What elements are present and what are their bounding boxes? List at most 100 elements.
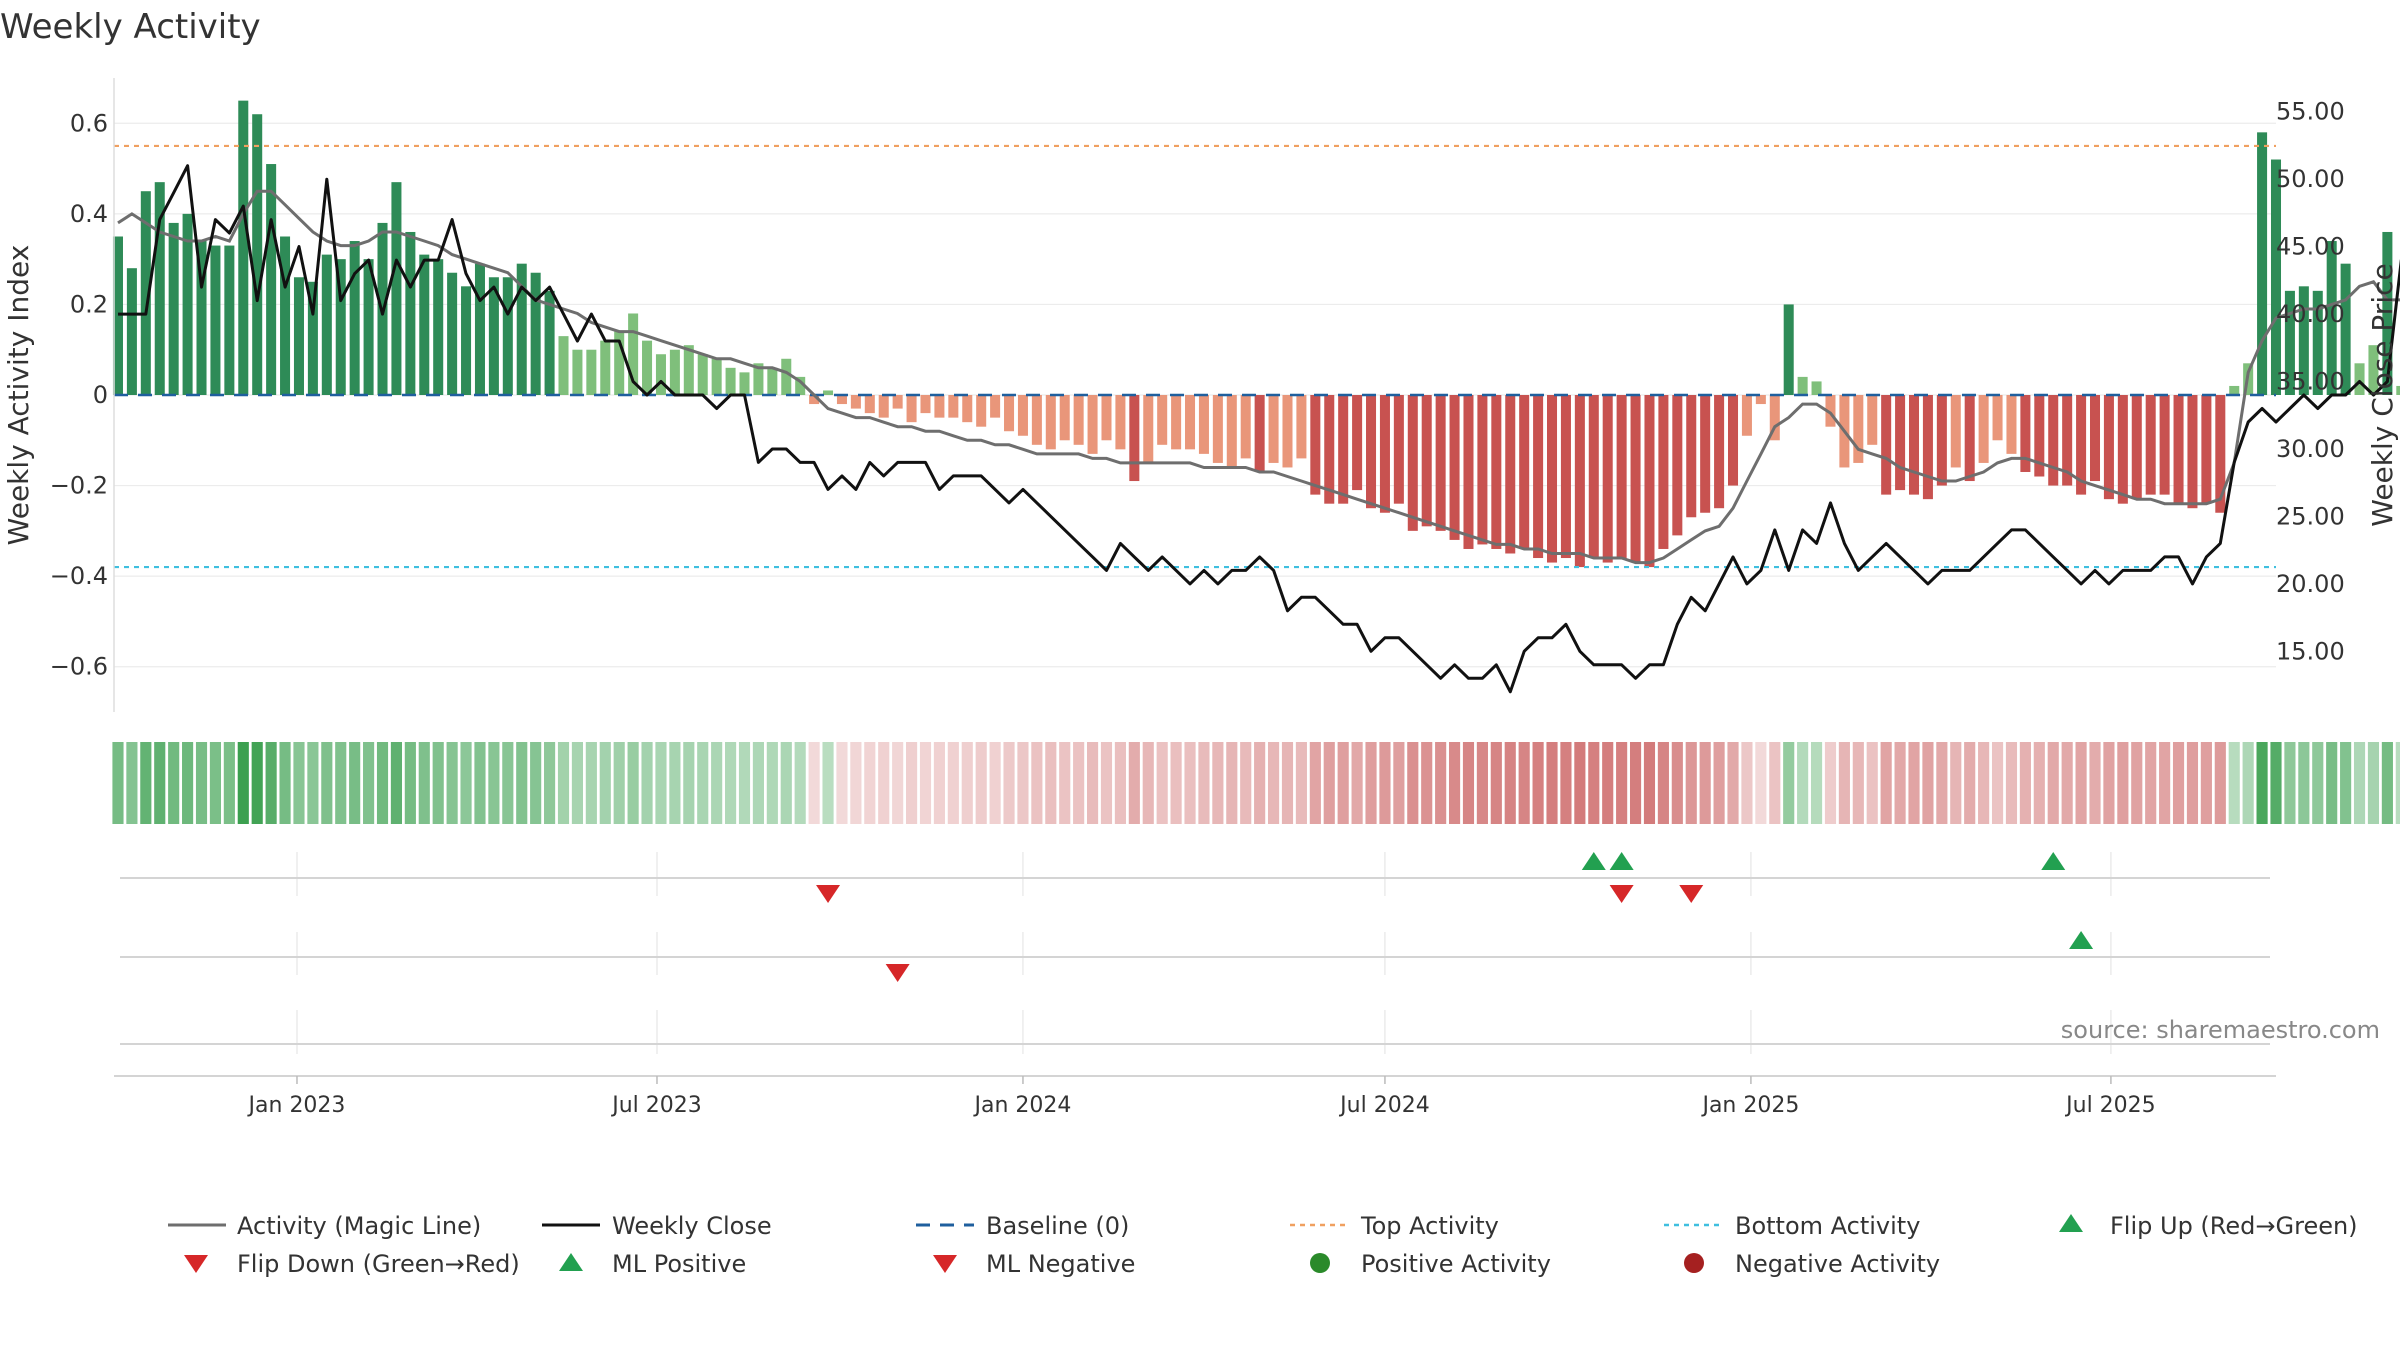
activity-bar — [2131, 395, 2142, 500]
legend-top-activity-label: Top Activity — [1360, 1212, 1499, 1240]
activity-bar — [266, 164, 277, 395]
legend-magic-line-label: Activity (Magic Line) — [237, 1212, 481, 1240]
heat-strip-cell — [892, 742, 904, 824]
heat-strip-cell — [2381, 742, 2393, 824]
x-tick-label: Jan 2025 — [1700, 1093, 1799, 1118]
heat-strip-cell — [1045, 742, 1057, 824]
activity-bar — [781, 358, 792, 395]
activity-bar — [1519, 395, 1530, 549]
left-y-tick-label: 0.4 — [70, 200, 108, 228]
heat-strip-cell — [1741, 742, 1753, 824]
heat-strip-cell — [836, 742, 848, 824]
heat-strip-cell — [530, 742, 542, 824]
heat-strip-cell — [599, 742, 611, 824]
heat-strip-cell — [1212, 742, 1224, 824]
heat-strip-cell — [1490, 742, 1502, 824]
heat-strip-cell — [808, 742, 820, 824]
heat-strip-cell — [237, 742, 249, 824]
heat-strip-cell — [1393, 742, 1405, 824]
heat-strip-cell — [1351, 742, 1363, 824]
heat-strip-cell — [1184, 742, 1196, 824]
right-y-ticks: 55.00 50.00 45.00 40.00 35.00 30.00 25.00 20.00… — [2276, 98, 2345, 666]
flip-up-marker — [2041, 852, 2066, 870]
heat-strip-cell — [2172, 742, 2185, 824]
legend-flip-up-marker — [2059, 1214, 2083, 1232]
left-y-tick-label: 0 — [93, 381, 108, 409]
activity-bar — [1658, 395, 1669, 549]
activity-bar — [1825, 395, 1836, 427]
activity-bar — [2215, 395, 2226, 513]
activity-bar — [1240, 395, 1251, 459]
activity-bar — [809, 395, 820, 405]
activity-bar — [168, 222, 179, 395]
heat-strip-cell — [752, 742, 764, 824]
heat-strip-cell — [1574, 742, 1586, 824]
heat-strip-cell — [2395, 742, 2400, 824]
legend-flip-down-marker — [184, 1255, 208, 1273]
activity-bar — [850, 395, 861, 409]
heat-strip-cell — [2242, 742, 2254, 824]
heat-strip-cell — [2312, 742, 2324, 824]
activity-bar — [1115, 395, 1126, 450]
activity-bar — [280, 236, 291, 395]
activity-bar — [1964, 395, 1975, 482]
activity-bar — [1867, 395, 1878, 445]
activity-bar — [1672, 395, 1683, 536]
x-tick-label: Jul 2023 — [610, 1093, 702, 1118]
activity-bar — [307, 281, 318, 395]
activity-bar — [558, 336, 569, 395]
activity-bar — [1714, 395, 1725, 509]
heat-strip-cell — [1922, 742, 1934, 824]
heat-strip-cell — [293, 742, 305, 824]
activity-bar — [1421, 395, 1432, 527]
x-tick-label: Jan 2024 — [973, 1093, 1072, 1118]
flip-up-marker — [1581, 852, 1606, 870]
heat-strip-cell — [1198, 742, 1210, 824]
activity-bar — [1435, 395, 1446, 531]
heat-strip-cell — [154, 742, 166, 824]
heat-strip-cell — [1086, 742, 1099, 824]
activity-bar — [1198, 395, 1209, 454]
heat-strip-cell — [585, 742, 597, 824]
activity-bar — [433, 259, 444, 395]
heat-strip-cell — [404, 742, 416, 824]
heat-strip-cell — [1838, 742, 1850, 824]
activity-bar — [1936, 395, 1947, 486]
activity-bar — [1728, 395, 1739, 486]
activity-bar — [1045, 395, 1056, 450]
heat-strip-cell — [1546, 742, 1558, 824]
left-y-ticks: 0.6 0.4 0.2 0 −0.2 −0.4 −0.6 — [50, 109, 108, 680]
heat-strip-cell — [1602, 742, 1614, 824]
heat-strip-cell — [2159, 742, 2171, 824]
activity-bar — [2354, 363, 2365, 395]
activity-bar — [892, 395, 903, 409]
activity-bar — [795, 376, 806, 395]
activity-bar — [405, 231, 416, 395]
right-y-tick-label: 50.00 — [2276, 165, 2345, 193]
heat-strip-cell — [655, 742, 667, 824]
flip-up-marker — [1609, 852, 1634, 870]
activity-bar — [2159, 395, 2170, 495]
activity-bar — [920, 395, 931, 414]
heat-strip-cell — [571, 742, 583, 824]
heat-strip-cell — [2298, 742, 2310, 824]
activity-bars — [112, 100, 2400, 568]
heat-strip-cell — [2200, 742, 2212, 824]
activity-bar — [1574, 395, 1585, 568]
right-y-tick-label: 40.00 — [2276, 300, 2345, 328]
activity-bar — [154, 182, 165, 395]
right-y-axis-label: Weekly Close Price — [2366, 263, 2399, 526]
heat-strip-cell — [933, 742, 945, 824]
activity-bar — [2089, 395, 2101, 482]
activity-bar — [502, 277, 513, 395]
heat-strip-cell — [209, 742, 222, 824]
activity-bar — [1797, 376, 1808, 395]
heat-strip-cell — [1337, 742, 1349, 824]
heat-strip-cell — [418, 742, 430, 824]
heat-strip-cell — [780, 742, 792, 824]
activity-bar — [823, 390, 834, 395]
heat-strip-cell — [1769, 742, 1781, 824]
activity-bar — [1588, 395, 1599, 559]
legend-bottom-activity-label: Bottom Activity — [1735, 1212, 1920, 1240]
